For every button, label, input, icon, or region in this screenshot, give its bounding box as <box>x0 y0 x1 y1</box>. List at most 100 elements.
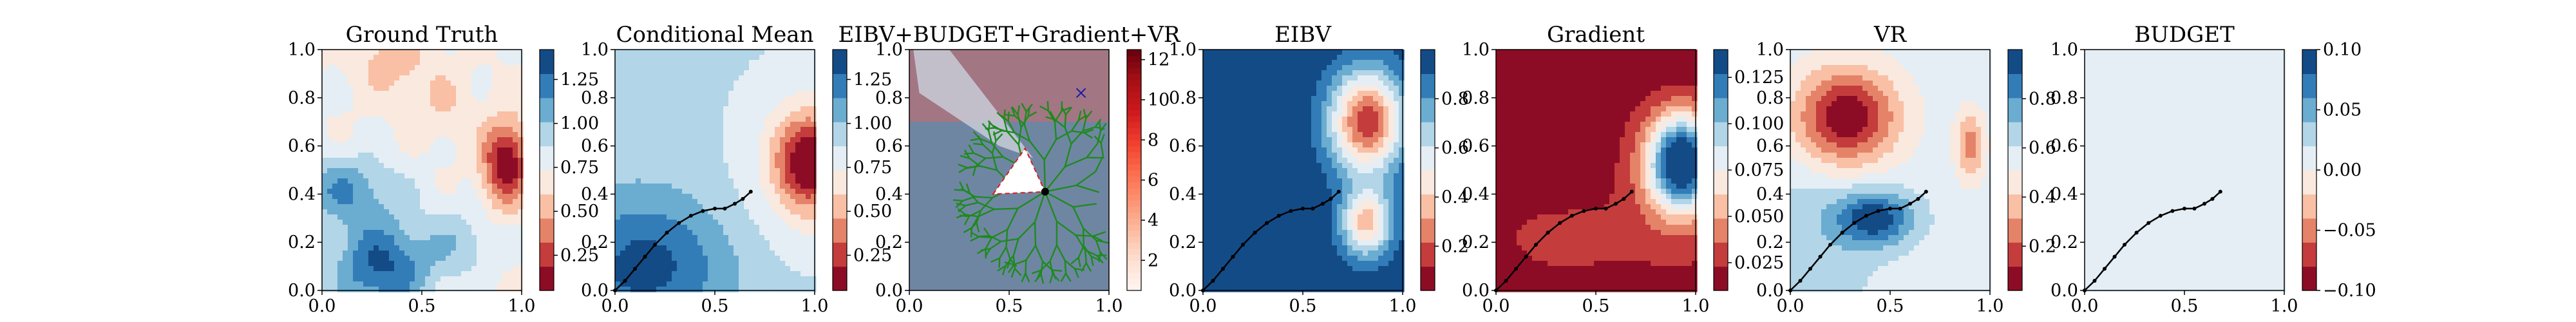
colorbar-tick-label: −0.05 <box>2323 221 2376 241</box>
heatmap-field <box>615 50 817 292</box>
target-marker <box>1075 88 1086 99</box>
colorbar-tick-label: 0.25 <box>853 245 892 265</box>
y-tick-label: 0.0 <box>875 281 903 301</box>
y-tick-label: 1.0 <box>1756 40 1784 60</box>
y-tick-label: 0.6 <box>1756 137 1784 156</box>
y-tick-label: 0.2 <box>1756 232 1784 252</box>
colorbar-tick-label: 0.05 <box>2323 100 2362 120</box>
y-tick-label: 1.0 <box>1169 40 1197 60</box>
y-tick-label: 0.2 <box>1462 232 1490 252</box>
colorbar-tick-label: 0.050 <box>1734 207 1784 227</box>
y-tick-label: 0.6 <box>581 137 609 156</box>
heatmap-field <box>322 50 524 292</box>
y-tick-label: 0.8 <box>1462 88 1490 108</box>
x-tick-label: 0.0 <box>601 296 629 316</box>
colorbar-tick-label: 12 <box>1148 50 1170 70</box>
path-points <box>1494 189 1634 292</box>
panel-title: EIBV <box>1274 22 1332 48</box>
panel-title: Gradient <box>1547 22 1645 48</box>
x-tick-label: 1.0 <box>2271 296 2298 316</box>
panel-title: Ground Truth <box>346 22 498 48</box>
x-tick-label: 0.5 <box>2171 296 2199 316</box>
colorbar: 0.2 0.4 0.6 0.8 <box>2007 49 2056 291</box>
y-tick-label: 0.6 <box>875 137 903 156</box>
y-tick-label: 0.4 <box>2050 184 2078 204</box>
y-tick-label: 0.0 <box>581 281 609 301</box>
colorbar-tick-label: 2 <box>1148 251 1159 270</box>
heatmap-field <box>1790 50 1992 292</box>
y-tick-label: 1.0 <box>581 40 609 60</box>
y-tick-label: 0.4 <box>875 184 903 204</box>
x-tick-label: 0.0 <box>2071 296 2099 316</box>
colorbar-tick-label: 1.25 <box>853 70 892 90</box>
x-tick-label: 1.0 <box>508 296 536 316</box>
colorbar: −0.10 −0.05 0.00 0.05 0.10 <box>2302 40 2376 301</box>
colorbar: 0.2 0.4 0.6 0.8 <box>1420 49 1469 291</box>
x-tick-label: 0.5 <box>1877 296 1904 316</box>
panel-title: Conditional Mean <box>616 22 814 48</box>
colorbar-tick-label: 0.25 <box>560 245 599 265</box>
y-tick-label: 0.8 <box>1169 88 1197 108</box>
colorbar: 2 4 6 8 10 12 <box>1126 49 1170 291</box>
colorbar-tick-label: 1.00 <box>853 114 892 134</box>
x-tick-label: 0.5 <box>996 296 1023 316</box>
colorbar-tick-label: 0.2 <box>2029 236 2056 256</box>
colorbar-tick-label: 6 <box>1148 171 1159 191</box>
y-tick-label: 0.8 <box>2050 88 2078 108</box>
candidate-triangle <box>992 147 1046 195</box>
colorbar-tick-label: −0.10 <box>2323 281 2376 301</box>
y-tick-label: 0.8 <box>581 88 609 108</box>
x-tick-label: 1.0 <box>1682 296 1710 316</box>
x-tick-label: 0.5 <box>1582 296 1610 316</box>
x-tick-label: 0.0 <box>308 296 336 316</box>
x-tick-label: 1.0 <box>1389 296 1417 316</box>
colorbar-tick-label: 0.075 <box>1734 160 1784 180</box>
y-tick-label: 0.8 <box>875 88 903 108</box>
colorbar-tick-label: 0.75 <box>560 158 599 178</box>
colorbar: 0.025 0.050 0.075 0.100 0.125 <box>1713 49 1784 291</box>
colorbar-tick-label: 0.125 <box>1734 68 1784 88</box>
y-tick-label: 0.4 <box>288 184 316 204</box>
y-tick-label: 0.2 <box>288 232 316 252</box>
x-tick-label: 0.0 <box>1482 296 1510 316</box>
y-tick-label: 0.4 <box>1756 184 1784 204</box>
y-tick-label: 1.0 <box>2050 40 2078 60</box>
y-tick-label: 0.6 <box>2050 137 2078 156</box>
colorbar-tick-label: 0.100 <box>1734 114 1784 134</box>
x-tick-label: 0.5 <box>408 296 436 316</box>
current-location-marker <box>1041 187 1049 196</box>
y-tick-label: 0.2 <box>581 232 609 252</box>
y-tick-label: 0.4 <box>1169 184 1197 204</box>
colorbar-tick-label: 1.25 <box>560 70 599 90</box>
colorbar-tick-label: 0.50 <box>853 202 892 222</box>
x-tick-label: 1.0 <box>801 296 829 316</box>
colorbar-tick-label: 0.75 <box>853 158 892 178</box>
colorbar-tick-label: 0.025 <box>1734 253 1784 273</box>
path-points <box>613 189 753 292</box>
y-tick-label: 0.6 <box>288 137 316 156</box>
panel-title: VR <box>1873 22 1908 48</box>
x-tick-label: 1.0 <box>1976 296 2004 316</box>
colorbar-tick-label: 0.4 <box>2029 187 2056 207</box>
colorbar-tick-label: 0.00 <box>2323 160 2362 180</box>
y-tick-label: 0.8 <box>288 88 316 108</box>
colorbar-tick-label: 0.50 <box>560 202 599 222</box>
colorbar-tick-label: 0.6 <box>1441 138 1469 158</box>
path-points <box>2083 189 2222 292</box>
colorbar-tick-label: 4 <box>1148 211 1159 231</box>
y-tick-label: 0.6 <box>1169 137 1197 156</box>
panel-title: BUDGET <box>2134 22 2235 48</box>
x-tick-label: 1.0 <box>1095 296 1123 316</box>
colorbar-tick-label: 0.8 <box>2029 89 2056 109</box>
y-tick-label: 1.0 <box>1462 40 1490 60</box>
x-tick-label: 0.0 <box>1189 296 1217 316</box>
y-tick-label: 0.6 <box>1462 137 1490 156</box>
panel-2: EIBV+BUDGET+Gradient+VR0.0 0.5 1.00.00.20.… <box>838 22 1181 316</box>
y-tick-label: 0.0 <box>1462 281 1490 301</box>
x-tick-label: 0.5 <box>1289 296 1317 316</box>
colorbar-tick-label: 1.00 <box>560 114 599 134</box>
y-tick-label: 0.0 <box>1756 281 1784 301</box>
